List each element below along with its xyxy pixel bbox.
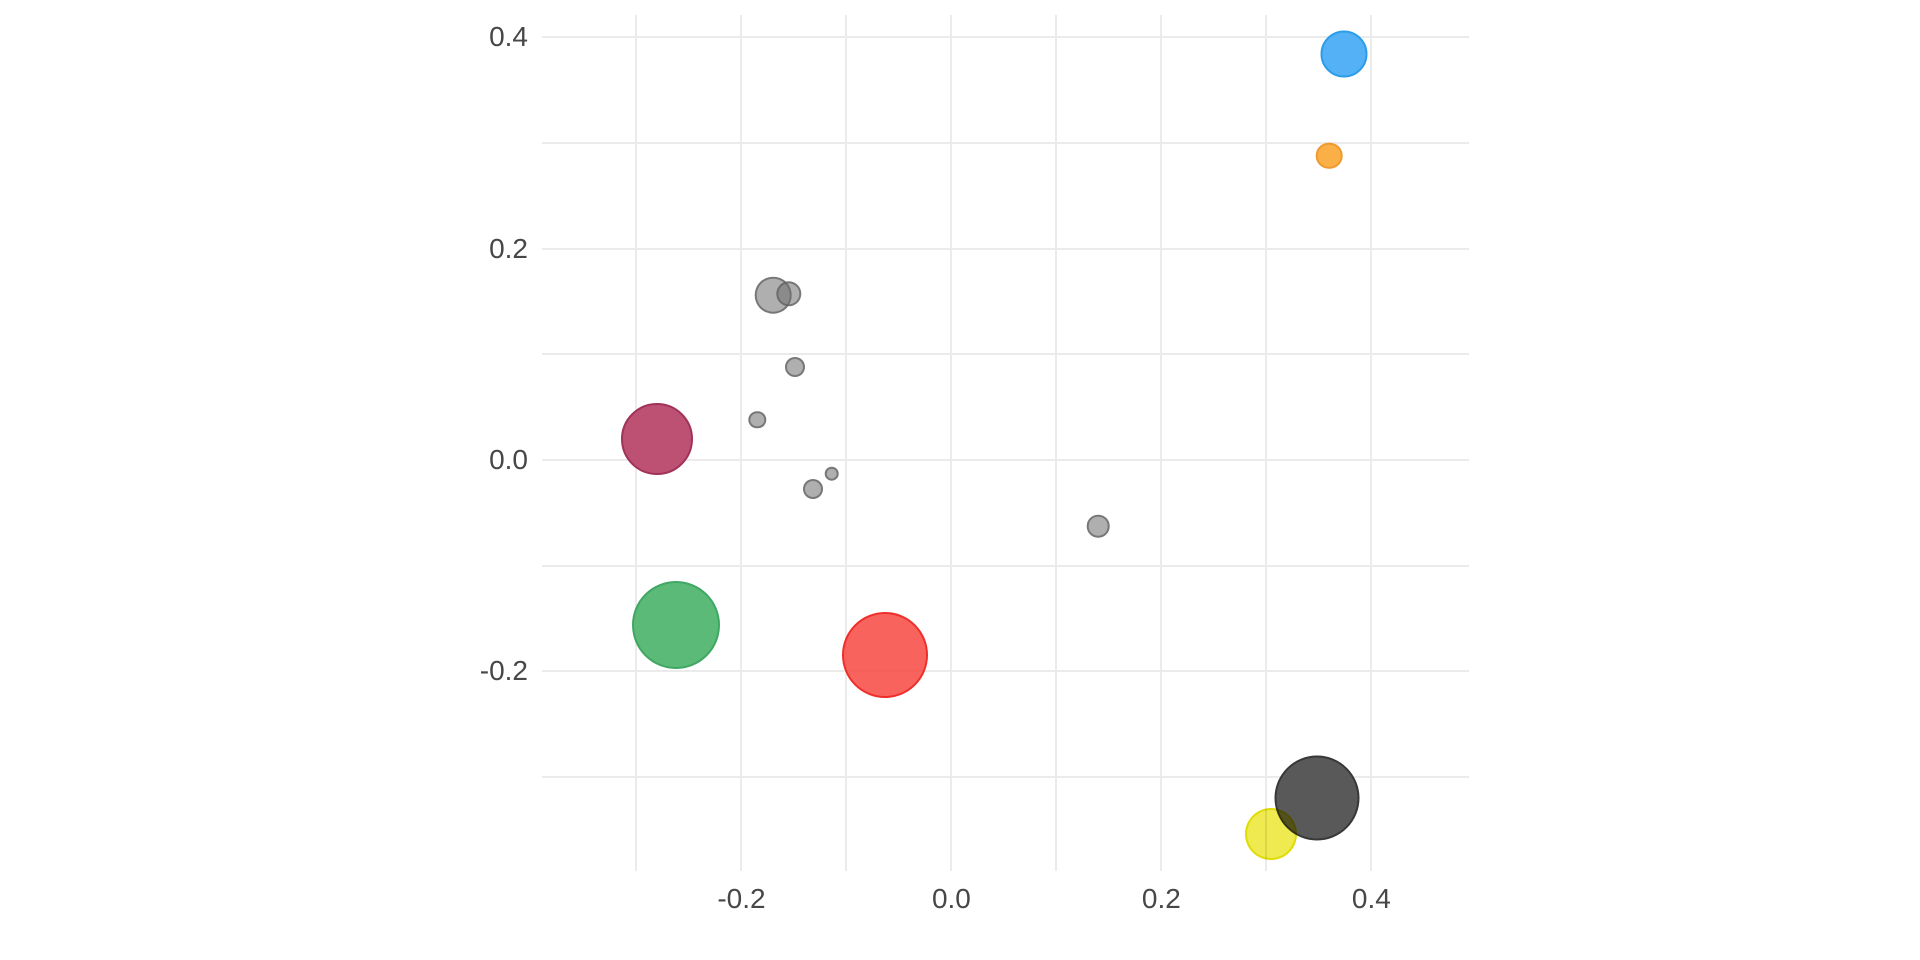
bubble-orange	[1316, 142, 1343, 169]
x-tick-label: 0.2	[1141, 883, 1181, 914]
bubble-maroon	[621, 402, 694, 475]
horizontal-gridline	[542, 458, 1469, 461]
y-tick-label: -0.2	[479, 655, 528, 687]
x-tick-label: 0.4	[1351, 883, 1391, 914]
vertical-gridline	[950, 15, 953, 871]
x-tick-label: 0.0	[931, 883, 971, 914]
bubble-gray-mid	[785, 356, 805, 377]
bubble-gray-tiny	[824, 466, 840, 481]
horizontal-gridline	[542, 36, 1469, 39]
vertical-gridline	[845, 15, 848, 871]
horizontal-gridline	[542, 247, 1469, 250]
bubble-gray-small	[802, 479, 823, 500]
bubble-green	[632, 580, 721, 669]
horizontal-gridline	[542, 670, 1469, 673]
bubble-gray-right	[1087, 515, 1110, 538]
y-tick-label: 0.2	[489, 232, 528, 264]
horizontal-gridline	[542, 141, 1469, 144]
horizontal-gridline	[542, 353, 1469, 356]
vertical-gridline	[1265, 15, 1268, 871]
horizontal-gridline	[542, 564, 1469, 567]
bubble-red	[842, 612, 929, 699]
y-tick-label: 0.0	[489, 443, 528, 475]
bubble-blue	[1320, 30, 1368, 78]
y-tick-label: 0.4	[489, 21, 528, 53]
vertical-gridline	[1370, 15, 1373, 871]
bubble-yellow	[1244, 808, 1297, 860]
vertical-gridline	[1055, 15, 1058, 871]
plot-area	[542, 15, 1469, 871]
bubble-gray-left	[748, 411, 766, 429]
bubble-gray-overlap	[776, 281, 802, 307]
vertical-gridline	[740, 15, 743, 871]
horizontal-gridline	[542, 775, 1469, 778]
vertical-gridline	[1160, 15, 1163, 871]
x-tick-label: -0.2	[717, 883, 766, 914]
